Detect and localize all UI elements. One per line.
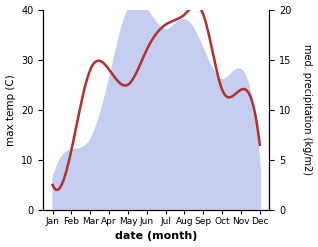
Y-axis label: med. precipitation (kg/m2): med. precipitation (kg/m2) — [302, 44, 313, 175]
Y-axis label: max temp (C): max temp (C) — [5, 74, 16, 146]
X-axis label: date (month): date (month) — [115, 231, 197, 242]
